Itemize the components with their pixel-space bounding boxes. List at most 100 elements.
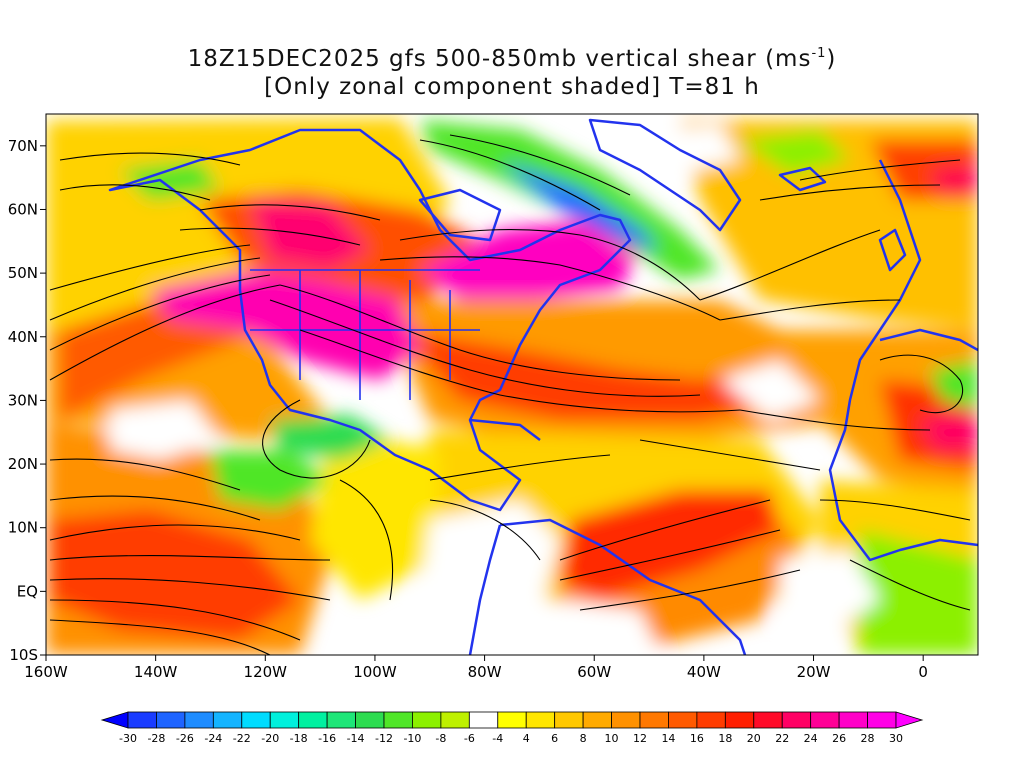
colorbar-label: -6 (464, 732, 475, 745)
streamline (399, 229, 701, 301)
uk-coast (878, 228, 907, 272)
streamline (179, 227, 361, 246)
colorbar-label: -24 (204, 732, 222, 745)
north-america-coast (108, 128, 632, 512)
colorbar-label: 6 (551, 732, 558, 745)
title-text-main: 18Z15DEC2025 gfs 500-850mb vertical shea… (187, 46, 812, 72)
lat-tick-label: 50N (8, 264, 38, 282)
streamline (739, 409, 931, 431)
colorbar-label: -20 (261, 732, 279, 745)
colorbar-swatch (668, 711, 698, 729)
colorbar-label: 8 (580, 732, 587, 745)
colorbar-swatch (127, 711, 157, 729)
colorbar-label: 20 (747, 732, 761, 745)
colorbar-swatch (867, 711, 897, 729)
streamline (879, 354, 964, 414)
map-frame (45, 113, 979, 656)
lon-tick-label: 60W (577, 663, 611, 681)
streamline (429, 454, 611, 481)
colorbar-swatch (468, 711, 499, 729)
streamline (379, 256, 721, 321)
cuba-coast (469, 418, 541, 441)
streamline (719, 299, 901, 321)
streamline (49, 284, 281, 381)
colorbar-label: 12 (633, 732, 647, 745)
streamline (559, 499, 771, 561)
colorbar-swatch (895, 711, 924, 729)
lon-tick-label: 40W (687, 663, 721, 681)
streamline (49, 555, 331, 561)
colorbar-swatch (440, 711, 470, 729)
streamline (49, 619, 271, 655)
colorbar-swatch (582, 711, 612, 729)
lat-tick-label: 20N (8, 455, 38, 473)
streamline (59, 184, 211, 201)
title-text-close: ) (826, 46, 837, 72)
colorbar-swatch (810, 711, 840, 729)
colorbar-swatch (696, 711, 726, 729)
colorbar-swatch (184, 711, 214, 729)
colorbar-swatch (269, 711, 300, 729)
colorbar-label: 22 (775, 732, 789, 745)
europe-africa-coast (828, 159, 978, 562)
streamline (49, 274, 271, 351)
lat-tick-label: 10S (9, 646, 38, 664)
lat-tick-label: EQ (17, 582, 38, 600)
lat-tick-label: 60N (8, 200, 38, 218)
colorbar-swatch (326, 711, 356, 729)
colorbar-label: -26 (176, 732, 194, 745)
us-state-borders (250, 269, 480, 400)
map-plot-area (46, 114, 978, 655)
colorbar-swatch (412, 711, 442, 729)
greenland-coast (588, 118, 742, 232)
streamline (429, 499, 541, 561)
colorbar-label: 4 (523, 732, 530, 745)
colorbar-label: -14 (347, 732, 365, 745)
colorbar-swatch (525, 711, 556, 729)
streamline (49, 257, 261, 321)
lat-tick-label: 30N (8, 391, 38, 409)
streamline (262, 399, 371, 479)
colorbar-swatch (753, 711, 783, 729)
longitude-axis: 160W 140W 120W 100W 80W 60W 40W 20W 0 (24, 655, 928, 681)
colorbar-label: -4 (492, 732, 503, 745)
lon-tick-label: 80W (468, 663, 502, 681)
lon-tick-label: 120W (244, 663, 288, 681)
streamline (199, 204, 381, 221)
colorbar-swatch (355, 711, 385, 729)
colorbar-label: 30 (889, 732, 903, 745)
colorbar-swatch (639, 711, 669, 729)
colorbar-swatch (838, 711, 868, 729)
mediterranean-coast (879, 328, 978, 352)
lon-tick-label: 140W (134, 663, 178, 681)
streamline (849, 559, 971, 611)
colorbar-label: 14 (661, 732, 675, 745)
colorbar-label: 16 (690, 732, 704, 745)
shear-streamlines (49, 134, 971, 655)
streamline (49, 495, 261, 521)
streamline (59, 152, 241, 166)
chart-title-line2: [Only zonal component shaded] T=81 h (264, 74, 760, 100)
colorbar-label: -16 (318, 732, 336, 745)
lon-tick-label: 0 (918, 663, 928, 681)
lon-tick-label: 20W (797, 663, 831, 681)
streamline (279, 284, 681, 381)
colorbar-label: -10 (403, 732, 421, 745)
chart-title-line1: 18Z15DEC2025 gfs 500-850mb vertical shea… (0, 46, 1024, 72)
streamline (49, 244, 251, 291)
streamline (419, 139, 601, 211)
colorbar-label: -28 (147, 732, 165, 745)
colorbar-label: 24 (804, 732, 818, 745)
colorbar-swatch (383, 711, 413, 729)
lon-tick-label: 160W (24, 663, 68, 681)
colorbar-swatch (156, 711, 186, 729)
streamline (49, 524, 301, 541)
streamline (49, 599, 301, 641)
colorbar-swatch (212, 711, 243, 729)
colorbar-label: 18 (718, 732, 732, 745)
lon-tick-label: 100W (353, 663, 397, 681)
title-unit-exponent: -1 (811, 46, 827, 61)
latitude-axis: 70N 60N 50N 40N 30N 20N 10N EQ 10S (8, 137, 46, 664)
coastlines (108, 118, 978, 655)
